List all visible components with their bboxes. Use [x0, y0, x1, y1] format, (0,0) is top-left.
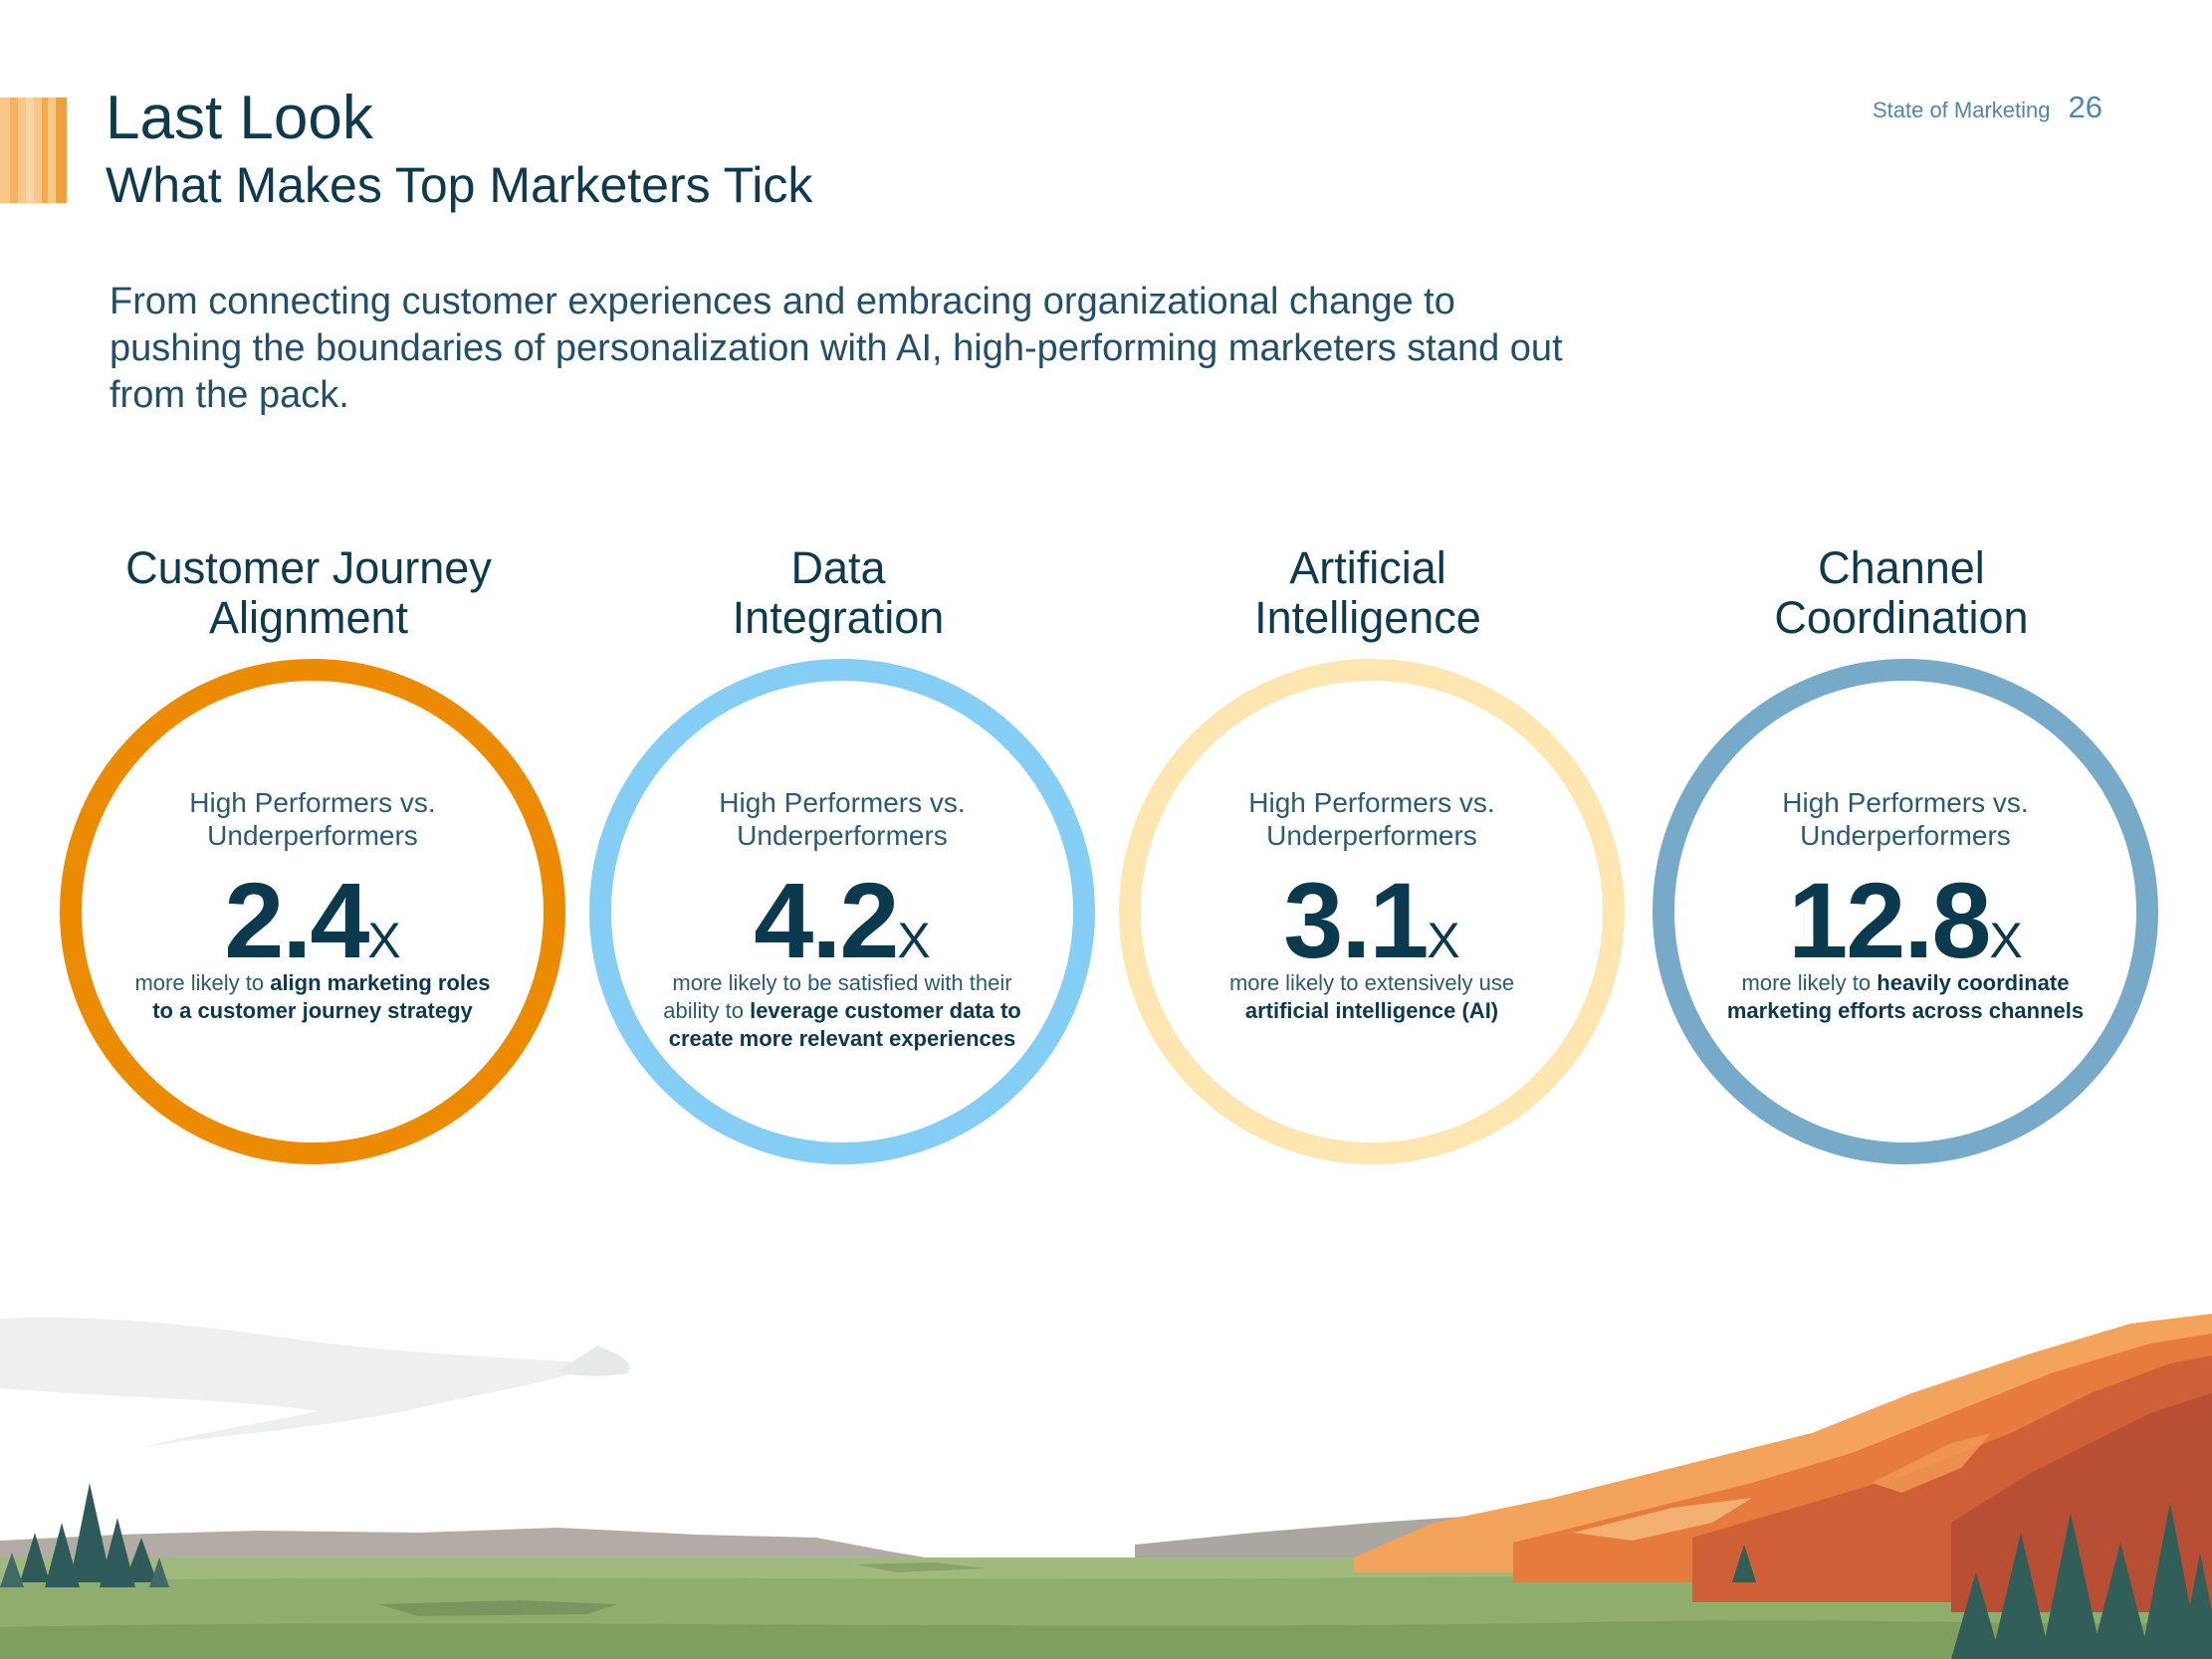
stat-card: Data Integration High Performers vs. Und…: [579, 542, 1097, 1164]
page-header-tag: State of Marketing 26: [1873, 90, 2102, 125]
stat-description: more likely to be satisfied with their a…: [655, 969, 1029, 1053]
section-label: State of Marketing: [1872, 98, 2051, 122]
page-title: Last Look: [106, 84, 373, 152]
stat-suffix: X: [1427, 913, 1460, 968]
stat-card: Channel Coordination High Performers vs.…: [1643, 542, 2160, 1164]
stat-card: Artificial Intelligence High Performers …: [1109, 542, 1627, 1164]
stat-title: Channel Coordination: [1774, 542, 2029, 643]
stat-suffix: X: [367, 913, 401, 968]
stat-ring: High Performers vs. Underperformers 2.4X…: [60, 659, 565, 1164]
landscape-illustration: [0, 1314, 2212, 1659]
stat-desc-plain: more likely to extensively use: [1228, 970, 1515, 995]
stat-desc-bold: artificial intelligence (AI): [1244, 998, 1499, 1023]
stat-desc-plain: more likely to be satisfied with their a…: [663, 970, 1012, 1023]
stat-desc-bold: align marketing roles to a customer jour…: [152, 970, 491, 1023]
stat-desc-bold: leverage customer data to create more re…: [668, 998, 1021, 1051]
stat-ring: High Performers vs. Underperformers 12.8…: [1653, 659, 2158, 1164]
stat-suffix: X: [897, 913, 931, 968]
stat-value: 4.2X: [611, 866, 1073, 995]
stat-comparison: High Performers vs. Underperformers: [1782, 787, 2029, 851]
stat-value: 3.1X: [1141, 866, 1603, 995]
stat-ring: High Performers vs. Underperformers 4.2X…: [589, 659, 1095, 1164]
stat-card: Customer Journey Alignment High Performe…: [50, 542, 567, 1164]
stat-comparison: High Performers vs. Underperformers: [189, 787, 436, 851]
stat-comparison: High Performers vs. Underperformers: [1248, 787, 1495, 851]
stat-comparison: High Performers vs. Underperformers: [719, 787, 966, 851]
stat-desc-bold: heavily coordinate marketing efforts acr…: [1726, 970, 2085, 1023]
stat-desc-plain: more likely to: [134, 970, 271, 995]
stat-description: more likely to heavily coordinate market…: [1718, 969, 2093, 1025]
page-subtitle: What Makes Top Marketers Tick: [106, 157, 813, 213]
accent-stripes: [0, 98, 67, 203]
stat-ring: High Performers vs. Underperformers 3.1X…: [1119, 659, 1625, 1164]
stat-value: 12.8X: [1674, 866, 2136, 995]
stat-number: 4.2: [754, 860, 899, 980]
stat-description: more likely to align marketing roles to …: [125, 969, 500, 1025]
stat-desc-plain: more likely to: [1741, 970, 1878, 995]
stat-title: Artificial Intelligence: [1254, 542, 1481, 643]
page-number: 26: [2068, 90, 2102, 124]
stat-number: 3.1: [1283, 860, 1429, 980]
stat-title: Customer Journey Alignment: [125, 542, 492, 643]
stat-title: Data Integration: [732, 542, 945, 643]
stat-number: 12.8: [1788, 860, 1991, 980]
stat-suffix: X: [1989, 913, 2023, 968]
intro-paragraph: From connecting customer experiences and…: [110, 281, 1563, 416]
stat-number: 2.4: [224, 860, 369, 980]
stat-value: 2.4X: [82, 866, 544, 995]
stat-description: more likely to extensively use artificia…: [1185, 969, 1559, 1025]
